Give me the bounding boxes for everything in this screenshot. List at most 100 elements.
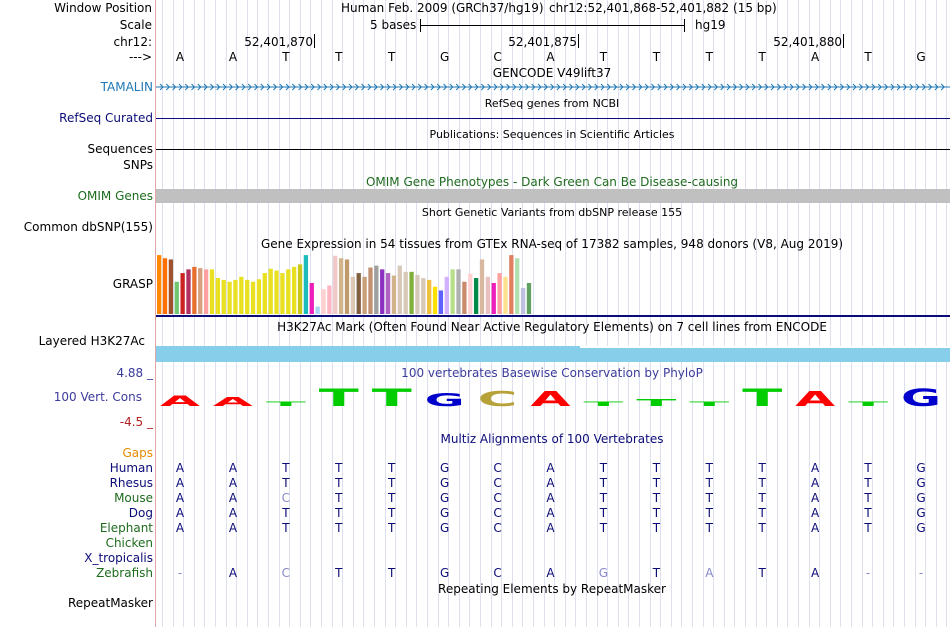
grasp-label[interactable]: GRASP [112,277,153,291]
gtex-tissue-bar[interactable] [168,259,174,314]
tamalin-gene-line[interactable] [156,81,950,93]
gtex-tissue-bar[interactable] [344,259,350,314]
gtex-tissue-bar[interactable] [526,283,532,314]
gtex-tissue-bar[interactable] [215,278,220,314]
gtex-tissue-bar[interactable] [520,287,526,314]
gtex-tissue-bar[interactable] [256,279,262,314]
gtex-tissue-bar[interactable] [374,265,379,314]
phylop-base-letter: T [636,397,677,408]
gtex-tissue-bar[interactable] [239,276,244,314]
gtex-tissue-bar[interactable] [297,264,303,314]
reference-base: T [758,50,766,64]
gtex-tissue-bar[interactable] [315,306,320,314]
grid-line [766,0,767,627]
gtex-tissue-bar[interactable] [450,269,455,314]
species-label-rhesus[interactable]: Rhesus [109,476,153,490]
gtex-tissue-bar[interactable] [497,273,502,314]
gtex-tissue-bar[interactable] [385,273,391,314]
gtex-tissue-bar[interactable] [503,276,508,314]
common-dbsnp-label[interactable]: Common dbSNP(155) [23,220,153,234]
gtex-tissue-bar[interactable] [245,279,250,314]
gtex-tissue-bar[interactable] [186,269,191,314]
species-label-chicken[interactable]: Chicken [105,536,153,550]
repeatmasker-label[interactable]: RepeatMasker [67,596,153,610]
gtex-tissue-bar[interactable] [485,276,491,314]
gtex-tissue-bar[interactable] [509,255,514,314]
gaps-label[interactable]: Gaps [122,446,153,460]
gtex-tissue-bar[interactable] [274,270,279,314]
species-label-elephant[interactable]: Elephant [99,521,153,535]
strand-arrow [462,83,467,91]
gtex-tissue-bar[interactable] [180,273,185,314]
gtex-tissue-bar[interactable] [303,255,309,314]
gtex-tissue-bar[interactable] [391,275,397,314]
gtex-tissue-bar[interactable] [227,281,232,314]
snps-label[interactable]: SNPs [123,158,153,172]
gtex-tissue-bar[interactable] [286,269,291,314]
gtex-tissue-bar[interactable] [468,273,473,314]
gtex-tissue-bar[interactable] [262,273,267,314]
gtex-tissue-bar[interactable] [292,266,297,314]
layered-h3k27ac-label[interactable]: Layered H3K27Ac [38,334,145,348]
gtex-tissue-bar[interactable] [309,283,314,314]
gtex-tissue-bar[interactable] [250,281,256,314]
gtex-tissue-bar[interactable] [415,274,420,314]
gtex-tissue-bar[interactable] [479,259,485,314]
refseq-gene-line[interactable] [156,118,950,119]
gtex-tissue-bar[interactable] [174,281,179,314]
gtex-tissue-bar[interactable] [198,268,203,314]
gtex-tissue-bar[interactable] [444,276,449,314]
omim-track-title: OMIM Gene Phenotypes - Dark Green Can Be… [365,175,739,189]
gtex-tissue-bar[interactable] [280,273,285,314]
gtex-tissue-bar[interactable] [491,283,496,314]
species-label-dog[interactable]: Dog [128,506,153,520]
gtex-tissue-bar[interactable] [162,258,168,314]
gtex-tissue-bar[interactable] [462,281,467,314]
sequences-label[interactable]: Sequences [87,142,153,156]
gtex-tissue-bar[interactable] [203,269,209,314]
gtex-tissue-bar[interactable] [209,269,215,314]
gtex-tissue-bar[interactable] [368,267,373,315]
omim-gene-bar[interactable] [156,189,950,203]
gtex-tissue-bar[interactable] [380,269,385,314]
strand-arrow [783,83,788,91]
gtex-tissue-bar[interactable] [427,279,432,314]
h3k27ac-signal[interactable] [156,346,950,362]
gtex-tissue-bar[interactable] [421,278,426,314]
gtex-tissue-bar[interactable] [327,285,332,314]
phylop-base-letter: A [795,389,835,410]
strand-arrow [663,83,668,91]
gtex-tissue-bar[interactable] [268,268,273,314]
gtex-tissue-bar[interactable] [350,276,356,314]
gtex-tissue-bar[interactable] [157,255,162,314]
gtex-tissue-bar[interactable] [432,286,438,314]
gtex-tissue-bar[interactable] [515,258,520,314]
gtex-tissue-bar[interactable] [221,279,226,314]
tamalin-gene-label[interactable]: TAMALIN [100,80,153,94]
sequences-line[interactable] [156,149,950,150]
gtex-tissue-bar[interactable] [356,273,361,314]
species-label-x_tropicalis[interactable]: X_tropicalis [84,551,153,565]
gtex-tissue-bar[interactable] [192,266,197,314]
gtex-tissue-bar[interactable] [233,279,238,314]
vert-cons-label[interactable]: 100 Vert. Cons [53,390,142,404]
gtex-tissue-bar[interactable] [397,265,402,314]
species-label-zebrafish[interactable]: Zebrafish [96,566,153,580]
species-label-human[interactable]: Human [109,461,153,475]
grid-line [660,0,661,627]
omim-genes-label[interactable]: OMIM Genes [77,189,153,203]
refseq-curated-label[interactable]: RefSeq Curated [59,111,153,125]
gtex-tissue-bar[interactable] [473,278,479,314]
gtex-tissue-bar[interactable] [362,276,367,314]
gtex-tissue-bar[interactable] [456,269,461,314]
gtex-expression-chart[interactable] [156,252,950,316]
gtex-tissue-bar[interactable] [409,271,414,314]
gtex-tissue-bar[interactable] [333,255,338,314]
species-label-mouse[interactable]: Mouse [114,491,153,505]
gtex-tissue-bar[interactable] [338,258,344,314]
gtex-tissue-bar[interactable] [403,271,408,314]
gtex-tissue-bar[interactable] [438,290,444,314]
gtex-tissue-bar[interactable] [321,289,326,314]
